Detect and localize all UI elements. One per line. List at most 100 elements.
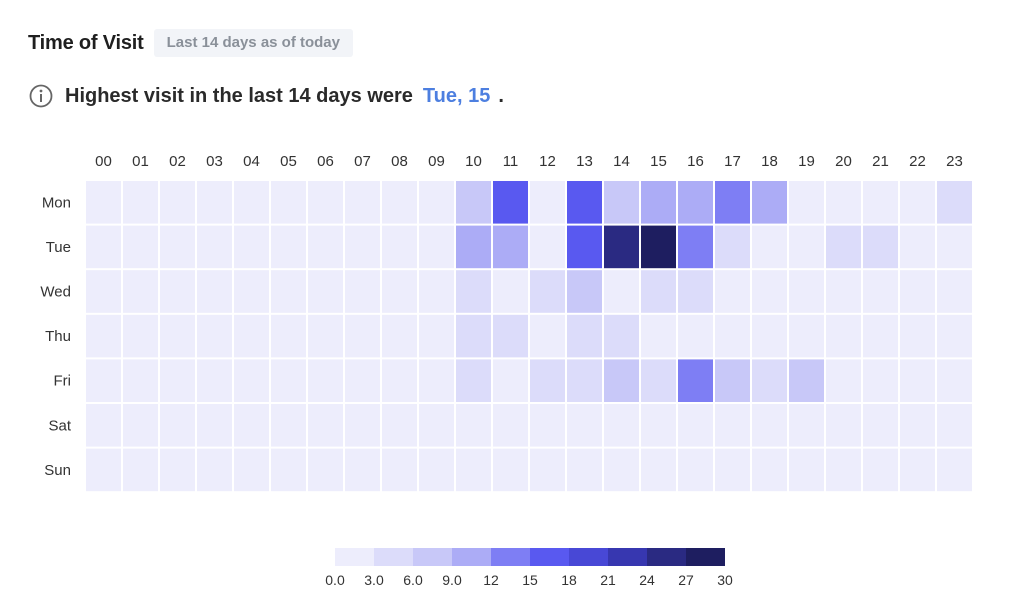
- heatmap-cell: [345, 404, 380, 447]
- heatmap-cell: [419, 270, 454, 313]
- heatmap-cell: [900, 314, 935, 358]
- summary-suffix: .: [498, 84, 504, 107]
- heatmap-cell: [419, 181, 454, 224]
- hour-label: 20: [835, 153, 852, 170]
- heatmap-cell: [197, 404, 232, 447]
- heatmap-cell: [826, 225, 861, 269]
- heatmap-cell: [789, 448, 824, 492]
- hour-label: 18: [761, 153, 778, 170]
- heatmap-cell: [345, 359, 380, 402]
- colorbar-segment: [530, 548, 569, 566]
- heatmap-cell: [641, 225, 676, 269]
- day-label: Wed: [40, 284, 71, 301]
- heatmap-cell: [752, 404, 787, 447]
- heatmap-cell: [493, 225, 528, 269]
- heatmap-cell: [345, 448, 380, 492]
- hour-label: 21: [872, 153, 889, 170]
- heatmap-cell: [567, 359, 602, 402]
- heatmap-cell: [715, 359, 750, 402]
- heatmap-cell: [678, 448, 713, 492]
- colorbar-tick-label: 9.0: [442, 572, 462, 588]
- heatmap-cell: [715, 404, 750, 447]
- heatmap-cell: [937, 225, 972, 269]
- heatmap-cell: [641, 359, 676, 402]
- heatmap-cell: [234, 270, 269, 313]
- heatmap-cell: [863, 181, 898, 224]
- heatmap-cell: [863, 225, 898, 269]
- colorbar-tick-label: 27: [678, 572, 694, 588]
- heatmap-cell: [604, 359, 639, 402]
- heatmap-cell: [937, 404, 972, 447]
- heatmap-cell: [567, 225, 602, 269]
- summary-line: Highest visit in the last 14 days were T…: [29, 84, 504, 108]
- heatmap-cell: [123, 314, 158, 358]
- heatmap-cell: [345, 181, 380, 224]
- heatmap-cell: [715, 448, 750, 492]
- colorbar-tick-label: 0.0: [325, 572, 345, 588]
- heatmap-cell: [826, 448, 861, 492]
- heatmap-cell: [308, 314, 343, 358]
- peak-day-highlight: Tue, 15: [422, 84, 491, 107]
- heatmap-cell: [715, 181, 750, 224]
- heatmap-cell: [160, 225, 195, 269]
- heatmap-cell: [382, 448, 417, 492]
- heatmap-cell: [752, 270, 787, 313]
- heatmap-cell: [234, 404, 269, 447]
- heatmap-cell: [826, 404, 861, 447]
- heatmap-cell: [308, 448, 343, 492]
- heatmap-cell: [937, 270, 972, 313]
- heatmap-cell: [271, 181, 306, 224]
- heatmap-cell: [382, 181, 417, 224]
- heatmap-cell: [900, 359, 935, 402]
- heatmap-cell: [752, 448, 787, 492]
- heatmap-cell: [567, 404, 602, 447]
- heatmap-cell: [641, 314, 676, 358]
- heatmap-cell: [456, 270, 491, 313]
- heatmap-cell: [271, 225, 306, 269]
- heatmap-cell: [863, 448, 898, 492]
- hour-label: 23: [946, 153, 963, 170]
- colorbar-tick-label: 6.0: [403, 572, 423, 588]
- heatmap-cell: [308, 181, 343, 224]
- heatmap-cell: [789, 270, 824, 313]
- hour-label: 16: [687, 153, 704, 170]
- heatmap-cell: [493, 181, 528, 224]
- heatmap-cell: [641, 181, 676, 224]
- heatmap-cell: [382, 225, 417, 269]
- heatmap-cell: [308, 270, 343, 313]
- heatmap-cell: [752, 359, 787, 402]
- heatmap-cell: [900, 404, 935, 447]
- heatmap-cell: [419, 404, 454, 447]
- heatmap-cell: [160, 181, 195, 224]
- heatmap-cell: [900, 448, 935, 492]
- heatmap-cell: [678, 270, 713, 313]
- heatmap-cell: [382, 404, 417, 447]
- day-label: Tue: [46, 239, 71, 256]
- colorbar-tick-label: 21: [600, 572, 616, 588]
- summary-text: Highest visit in the last 14 days were: [65, 84, 413, 107]
- heatmap-cell: [86, 225, 121, 269]
- heatmap-cell: [345, 270, 380, 313]
- colorbar-segment: [413, 548, 452, 566]
- heatmap-cell: [86, 270, 121, 313]
- hour-label: 03: [206, 153, 223, 170]
- heatmap-cell: [752, 225, 787, 269]
- hour-label: 13: [576, 153, 593, 170]
- heatmap-cell: [419, 359, 454, 402]
- heatmap-cell: [493, 448, 528, 492]
- heatmap-cell: [234, 314, 269, 358]
- hour-label: 15: [650, 153, 667, 170]
- heatmap-cell: [123, 404, 158, 447]
- day-label: Sat: [48, 417, 71, 434]
- heatmap-cell: [197, 448, 232, 492]
- heatmap-cell: [678, 404, 713, 447]
- heatmap-cell: [530, 181, 565, 224]
- heatmap-cell: [863, 270, 898, 313]
- heatmap-cell: [456, 181, 491, 224]
- heatmap-cell: [160, 359, 195, 402]
- hour-label: 07: [354, 153, 371, 170]
- heatmap-cell: [123, 359, 158, 402]
- colorbar-tick-label: 24: [639, 572, 655, 588]
- day-label: Thu: [45, 328, 71, 345]
